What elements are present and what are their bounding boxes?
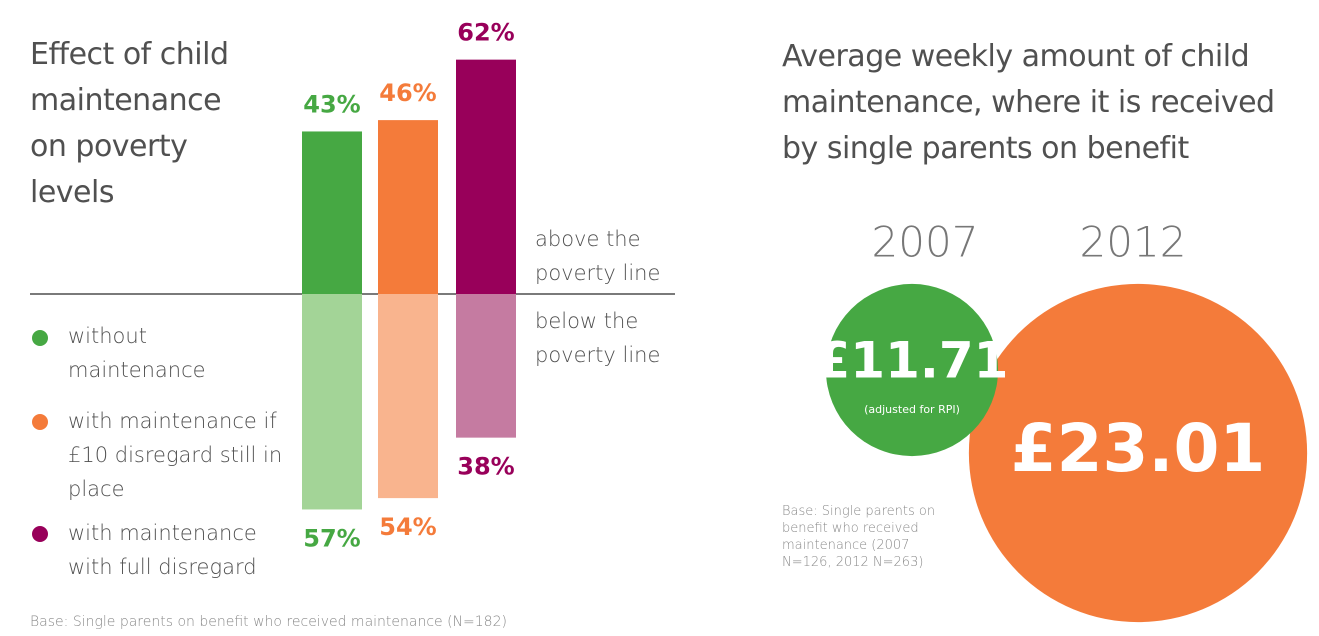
value-label: 62% (457, 19, 514, 47)
value-label: 57% (303, 524, 360, 552)
value-label: £11.71 (816, 332, 1009, 390)
value-label: 43% (303, 90, 360, 118)
legend-label: with maintenance with full disregard (68, 521, 257, 579)
value-label: £23.01 (1011, 410, 1266, 487)
value-label: 54% (379, 513, 436, 541)
annotation: (adjusted for RPI) (864, 403, 960, 416)
legend-dot (32, 526, 48, 542)
legend-dot (32, 330, 48, 346)
legend-label: without maintenance (68, 324, 206, 382)
note: Base: Single parents on benefit who rece… (782, 504, 936, 570)
chart-title: Average weekly amount of child maintenan… (782, 39, 1275, 166)
value-label: 38% (457, 453, 514, 481)
value-label: 46% (379, 79, 436, 107)
legend-label: with maintenance if £10 disregard still … (68, 409, 283, 501)
legend-dot (32, 414, 48, 430)
category-label: 2012 (1080, 218, 1187, 267)
category-label: 2007 (872, 218, 979, 267)
bar-below (378, 294, 438, 499)
category-label: above the poverty line (535, 227, 661, 285)
bubble (825, 283, 999, 457)
bar-below (456, 294, 516, 438)
category-label: below the poverty line (535, 309, 661, 367)
bar-above (378, 120, 438, 295)
chart-title: Effect of child maintenance on poverty l… (30, 37, 229, 210)
bar-above (456, 59, 516, 294)
bar-below (302, 294, 362, 510)
bubble (968, 283, 1308, 623)
note: Base: Single parents on benefit who rece… (30, 614, 507, 630)
bar-above (302, 131, 362, 294)
